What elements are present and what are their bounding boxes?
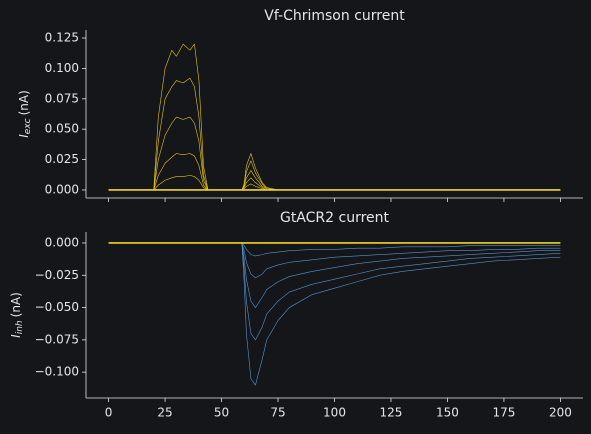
x-tick-label: 50 bbox=[214, 406, 229, 420]
y-tick-label: −0.025 bbox=[35, 268, 79, 282]
x-tick-label: 175 bbox=[492, 406, 515, 420]
panel-title: GtACR2 current bbox=[280, 210, 390, 226]
y-label-unit: (nA) bbox=[17, 90, 31, 115]
y-label-symbol: I bbox=[17, 134, 31, 138]
y-tick-label: 0.000 bbox=[45, 182, 79, 196]
panel-title: Vf-Chrimson current bbox=[264, 8, 405, 24]
y-label-symbol: I bbox=[9, 334, 23, 338]
y-tick-label: −0.100 bbox=[35, 365, 79, 379]
y-axis-label: Iinh (nA) bbox=[9, 292, 25, 338]
y-label-unit: (nA) bbox=[9, 292, 23, 317]
y-tick-label: 0.125 bbox=[45, 31, 79, 45]
y-label-subscript: exc bbox=[23, 118, 33, 134]
x-tick-label: 150 bbox=[436, 406, 459, 420]
x-tick-label: 75 bbox=[270, 406, 285, 420]
y-tick-label: −0.050 bbox=[35, 300, 79, 314]
y-tick-label: 0.075 bbox=[45, 91, 79, 105]
y-tick-label: −0.075 bbox=[35, 332, 79, 346]
y-label-subscript: inh bbox=[15, 320, 25, 334]
x-tick-label: 25 bbox=[157, 406, 172, 420]
y-tick-label: 0.000 bbox=[45, 235, 79, 249]
x-tick-label: 125 bbox=[380, 406, 403, 420]
x-tick-label: 0 bbox=[105, 406, 113, 420]
x-tick-label: 100 bbox=[323, 406, 346, 420]
y-axis-label: Iexc (nA) bbox=[17, 90, 33, 138]
y-tick-label: 0.050 bbox=[45, 122, 79, 136]
y-tick-label: 0.100 bbox=[45, 61, 79, 75]
x-tick-label: 200 bbox=[549, 406, 572, 420]
y-tick-label: 0.025 bbox=[45, 152, 79, 166]
